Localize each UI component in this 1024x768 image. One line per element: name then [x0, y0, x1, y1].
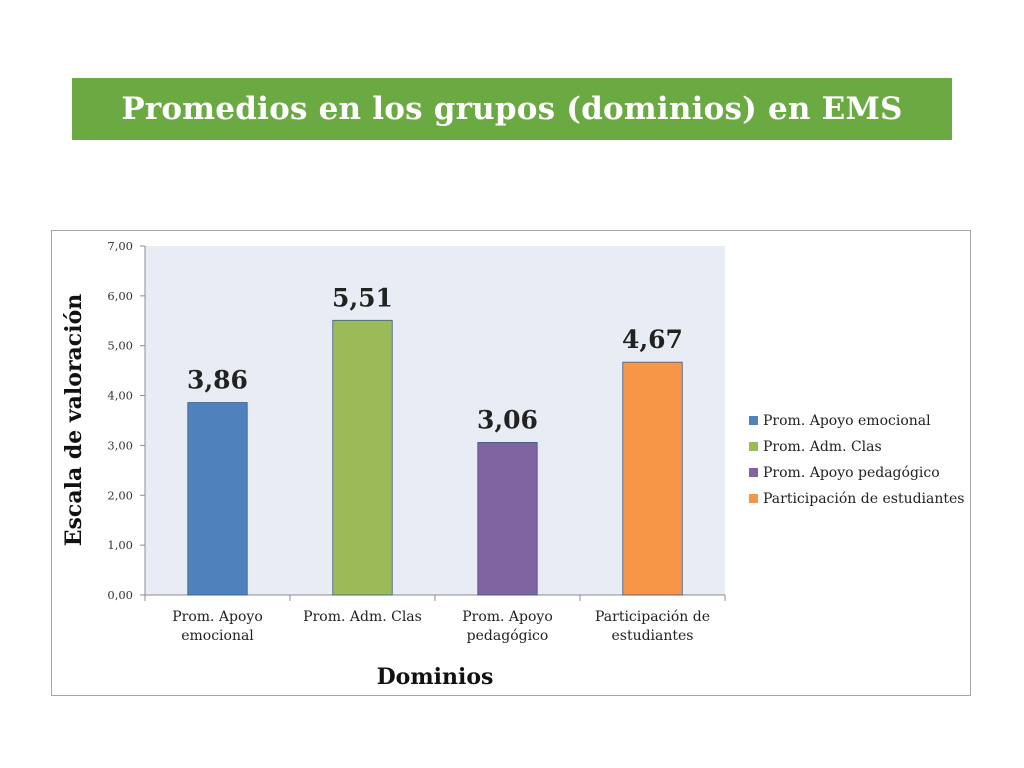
x-category-label: Participación de [595, 609, 710, 625]
x-category-label: Prom. Apoyo [172, 609, 263, 625]
data-label: 5,51 [332, 283, 393, 312]
title-banner: Promedios en los grupos (dominios) en EM… [72, 78, 952, 140]
y-axis-title: Escala de valoración [61, 294, 87, 546]
data-label: 3,06 [477, 405, 538, 434]
bar [477, 442, 538, 596]
y-axis: 0,00 1,00 2,00 3,00 4,00 5,00 6,00 7,00 [107, 239, 146, 602]
x-category-label: Prom. Apoyo [462, 609, 553, 625]
y-tick-label: 1,00 [107, 538, 133, 552]
x-axis [144, 594, 726, 601]
data-label: 4,67 [622, 325, 683, 354]
x-category-label: pedagógico [467, 628, 549, 644]
legend-swatch [749, 494, 758, 503]
chart-frame: 0,00 1,00 2,00 3,00 4,00 5,00 6,00 7,00 3,86 5,5… [51, 230, 971, 696]
data-label: 3,86 [187, 366, 248, 395]
x-axis-title: Dominios [377, 664, 494, 690]
bars [187, 319, 683, 596]
y-tick-label: 3,00 [107, 438, 133, 452]
y-tick-label: 4,00 [107, 389, 133, 403]
bar-chart: 0,00 1,00 2,00 3,00 4,00 5,00 6,00 7,00 3,86 5,5… [61, 239, 964, 690]
bar [332, 319, 393, 596]
legend-swatch [749, 468, 758, 477]
y-tick-label: 6,00 [107, 289, 133, 303]
bar [622, 361, 683, 596]
legend-swatch [749, 442, 758, 451]
legend-label: Prom. Apoyo emocional [763, 413, 931, 429]
data-labels: 3,86 5,51 3,06 4,67 [187, 283, 683, 434]
y-tick-label: 2,00 [107, 488, 133, 502]
x-category-label: emocional [181, 628, 254, 644]
x-category-label: estudiantes [611, 628, 693, 644]
legend-label: Participación de estudiantes [763, 491, 964, 507]
x-category-label: Prom. Adm. Clas [303, 609, 422, 625]
y-tick-label: 5,00 [107, 339, 133, 353]
y-tick-label: 7,00 [107, 239, 133, 253]
slide-title: Promedios en los grupos (dominios) en EM… [121, 91, 903, 127]
legend-label: Prom. Adm. Clas [763, 439, 882, 455]
y-tick-label: 0,00 [107, 588, 133, 602]
category-labels: Prom. Apoyo emocional Prom. Adm. Clas Prom.… [172, 609, 710, 644]
bar [187, 402, 248, 596]
legend-swatch [749, 416, 758, 425]
legend-label: Prom. Apoyo pedagógico [763, 465, 940, 481]
legend: Prom. Apoyo emocional Prom. Adm. Clas Prom… [749, 413, 964, 507]
